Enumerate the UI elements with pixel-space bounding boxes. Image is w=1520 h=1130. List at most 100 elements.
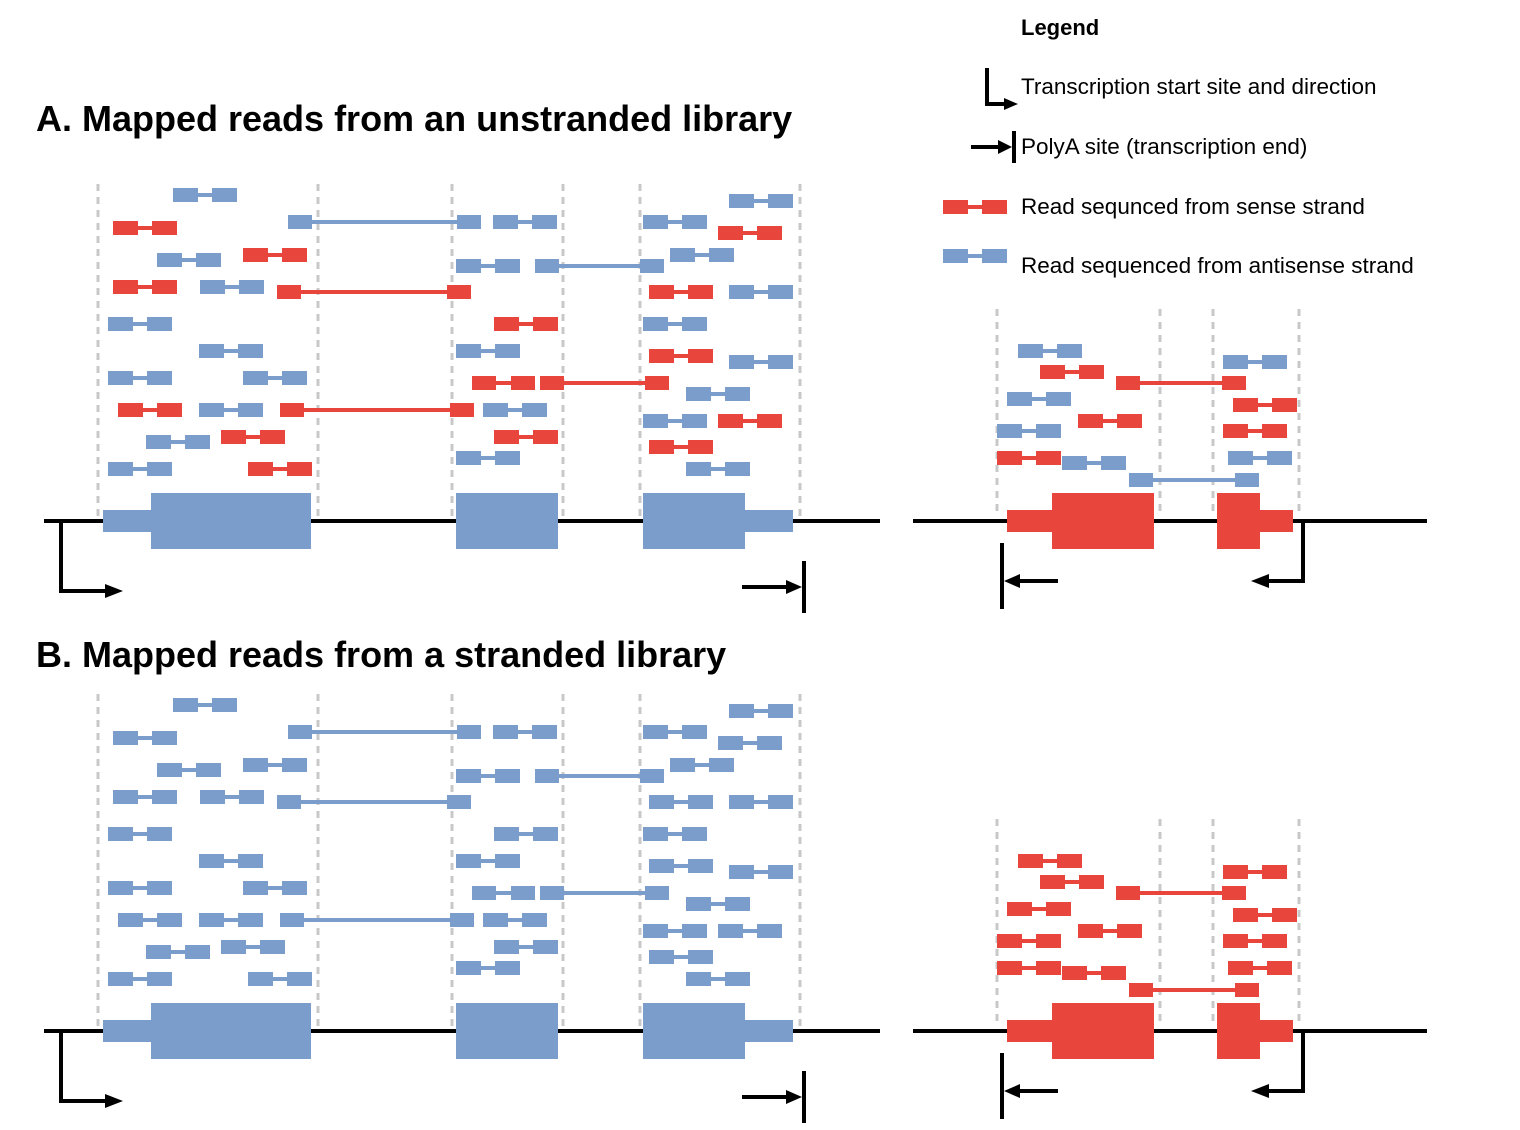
read-mate-block bbox=[456, 854, 481, 868]
read-mate-block bbox=[682, 317, 707, 331]
legend-title: Legend bbox=[1021, 15, 1100, 40]
read-mate-block bbox=[686, 462, 711, 476]
exon-3 bbox=[643, 493, 745, 549]
read-mate-block bbox=[157, 403, 182, 417]
exon-1 bbox=[151, 493, 311, 549]
mapped-read bbox=[200, 280, 264, 294]
read-connector bbox=[171, 440, 185, 444]
mapped-read bbox=[494, 940, 558, 954]
read-connector bbox=[968, 205, 982, 209]
read-connector bbox=[1032, 907, 1046, 911]
read-mate-block bbox=[1078, 924, 1103, 938]
read-mate-block bbox=[1036, 451, 1061, 465]
read-connector bbox=[481, 349, 495, 353]
utr-5prime bbox=[1260, 1020, 1293, 1042]
mapped-read bbox=[997, 934, 1061, 948]
read-mate-block bbox=[108, 881, 133, 895]
mapped-read bbox=[686, 462, 750, 476]
read-connector bbox=[133, 832, 147, 836]
read-mate-block bbox=[686, 387, 711, 401]
read-mate-block bbox=[108, 317, 133, 331]
read-mate-block bbox=[113, 280, 138, 294]
read-mate-block bbox=[688, 349, 713, 363]
mapped-read bbox=[1233, 908, 1297, 922]
read-mate-block bbox=[147, 881, 172, 895]
read-mate-block bbox=[1262, 424, 1287, 438]
read-mate-block bbox=[997, 961, 1022, 975]
mapped-read bbox=[494, 827, 558, 841]
read-mate-block bbox=[686, 972, 711, 986]
read-connector bbox=[1258, 913, 1272, 917]
mapped-read bbox=[456, 259, 520, 273]
mapped-read bbox=[248, 462, 312, 476]
read-mate-block bbox=[157, 763, 182, 777]
splice-junction-line bbox=[304, 408, 450, 412]
read-mate-block bbox=[173, 698, 198, 712]
read-mate-block bbox=[199, 854, 224, 868]
utr-3prime bbox=[745, 510, 793, 532]
read-mate-block bbox=[146, 435, 171, 449]
read-mate-block bbox=[113, 731, 138, 745]
read-mate-block bbox=[1116, 886, 1140, 900]
read-mate-block bbox=[768, 865, 793, 879]
read-mate-block bbox=[483, 913, 508, 927]
read-mate-block bbox=[532, 725, 557, 739]
read-connector bbox=[246, 945, 260, 949]
mapped-read bbox=[118, 403, 182, 417]
read-connector bbox=[481, 859, 495, 863]
read-connector bbox=[668, 730, 682, 734]
read-mate-block bbox=[157, 913, 182, 927]
read-mate-block bbox=[997, 451, 1022, 465]
read-mate-block bbox=[221, 430, 246, 444]
read-mate-block bbox=[725, 897, 750, 911]
tss-arrowhead bbox=[1251, 1084, 1269, 1098]
read-mate-block bbox=[643, 317, 668, 331]
read-mate-block bbox=[199, 403, 224, 417]
mapped-read bbox=[729, 704, 793, 718]
read-mate-block bbox=[243, 758, 268, 772]
mapped-read bbox=[1007, 392, 1071, 406]
mapped-read bbox=[199, 854, 263, 868]
read-connector bbox=[754, 360, 768, 364]
splice-junction-line bbox=[1153, 988, 1235, 992]
mapped-read bbox=[670, 758, 734, 772]
mapped-read bbox=[243, 371, 307, 385]
read-mate-block bbox=[282, 248, 307, 262]
mapped-read bbox=[456, 344, 520, 358]
read-mate-block bbox=[157, 253, 182, 267]
splice-junction-line bbox=[301, 290, 447, 294]
read-connector bbox=[182, 258, 196, 262]
splice-junction-line bbox=[496, 891, 511, 895]
read-connector bbox=[674, 290, 688, 294]
read-connector bbox=[1248, 939, 1262, 943]
read-connector bbox=[1248, 870, 1262, 874]
read-mate-block bbox=[522, 403, 547, 417]
read-connector bbox=[674, 955, 688, 959]
read-connector bbox=[519, 945, 533, 949]
exon-2 bbox=[1217, 1003, 1260, 1059]
exon-2 bbox=[456, 493, 558, 549]
mapped-read bbox=[494, 317, 558, 331]
mapped-read bbox=[493, 725, 557, 739]
read-mate-block bbox=[729, 795, 754, 809]
read-connector bbox=[743, 741, 757, 745]
read-mate-block bbox=[221, 940, 246, 954]
read-mate-block bbox=[757, 226, 782, 240]
read-mate-block bbox=[1223, 865, 1248, 879]
read-connector bbox=[268, 763, 282, 767]
splice-junction-line bbox=[312, 220, 457, 224]
read-connector bbox=[1022, 456, 1036, 460]
legend-label-antisense-read: Read sequenced from antisense strand bbox=[1021, 253, 1414, 278]
tss-arrowhead bbox=[1251, 574, 1269, 588]
read-mate-block bbox=[277, 795, 301, 809]
read-mate-block bbox=[147, 972, 172, 986]
read-mate-block bbox=[533, 317, 558, 331]
read-mate-block bbox=[495, 451, 520, 465]
read-mate-block bbox=[495, 769, 520, 783]
read-mate-block bbox=[260, 430, 285, 444]
mapped-read bbox=[649, 440, 713, 454]
mapped-read bbox=[199, 403, 263, 417]
mapped-read bbox=[146, 945, 210, 959]
tss-arrow-icon bbox=[59, 521, 109, 593]
